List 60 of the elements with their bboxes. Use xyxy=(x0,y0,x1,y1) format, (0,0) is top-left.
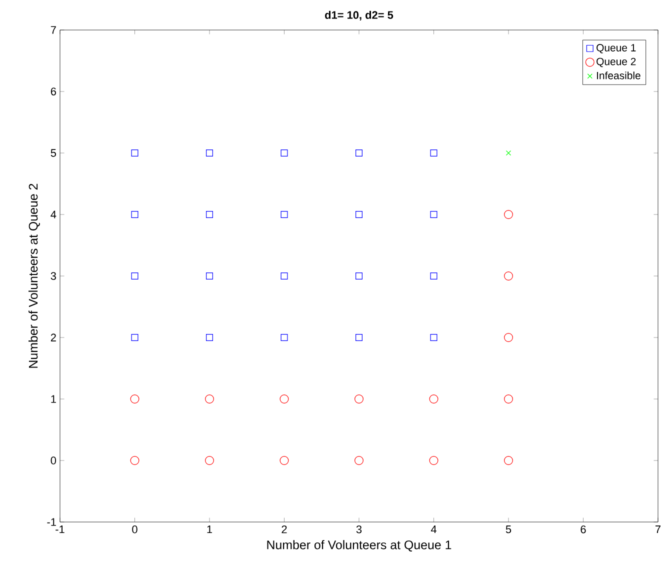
point xyxy=(130,456,140,465)
point xyxy=(430,272,438,280)
point xyxy=(131,211,138,218)
point xyxy=(131,272,138,280)
y-tick-label: 6 xyxy=(50,88,56,96)
x-tick-label: 0 xyxy=(132,526,138,534)
point xyxy=(280,456,289,465)
x-tick-label: 3 xyxy=(356,526,362,534)
chart-title: d1= 10, d2= 5 xyxy=(325,10,394,21)
point xyxy=(504,394,513,404)
point xyxy=(205,456,214,465)
legend-label: Queue 2 xyxy=(596,58,636,68)
y-tick-label: 2 xyxy=(50,334,56,342)
point xyxy=(356,150,362,156)
x-tick-label: 2 xyxy=(282,526,287,534)
x-tick-label: 6 xyxy=(580,526,586,534)
point xyxy=(506,150,512,156)
point xyxy=(504,456,513,465)
point xyxy=(430,150,438,156)
legend-label: Infeasible xyxy=(597,72,640,80)
y-tick-label: 5 xyxy=(50,149,56,157)
point xyxy=(429,394,438,404)
point xyxy=(280,211,288,218)
point xyxy=(504,333,513,342)
x-axis-title: Number of Volunteers at Queue 1 xyxy=(267,540,452,552)
point xyxy=(504,210,513,219)
point xyxy=(356,272,362,280)
point xyxy=(429,456,438,465)
point xyxy=(206,272,213,280)
point xyxy=(131,150,138,156)
x-tick-label: 1 xyxy=(207,526,212,534)
x-tick-label: 7 xyxy=(656,526,660,534)
y-tick-label: 3 xyxy=(50,272,56,280)
y-tick-label: 4 xyxy=(50,210,56,218)
point xyxy=(430,334,438,341)
y-tick-label: -1 xyxy=(47,518,56,526)
point xyxy=(280,394,289,404)
point xyxy=(280,150,288,156)
legend-label: Queue 1 xyxy=(596,44,636,54)
point xyxy=(206,150,213,156)
y-tick-label: 1 xyxy=(51,395,56,403)
point xyxy=(430,211,438,218)
y-tick-label: 0 xyxy=(50,456,56,464)
point xyxy=(280,334,288,341)
point xyxy=(354,394,364,404)
point xyxy=(354,456,364,465)
x-tick-label: 5 xyxy=(506,526,512,534)
y-tick-label: 7 xyxy=(50,26,56,34)
x-tick-label: -1 xyxy=(56,526,64,534)
point xyxy=(206,334,213,341)
point xyxy=(280,272,288,280)
point xyxy=(356,211,362,218)
point xyxy=(356,334,362,341)
point xyxy=(205,394,214,404)
y-axis-title: Number of Volunteers at Queue 2 xyxy=(28,184,40,368)
point xyxy=(131,334,138,341)
x-tick-label: 4 xyxy=(430,526,436,534)
point xyxy=(130,394,140,404)
point xyxy=(206,211,213,218)
point xyxy=(504,272,513,280)
